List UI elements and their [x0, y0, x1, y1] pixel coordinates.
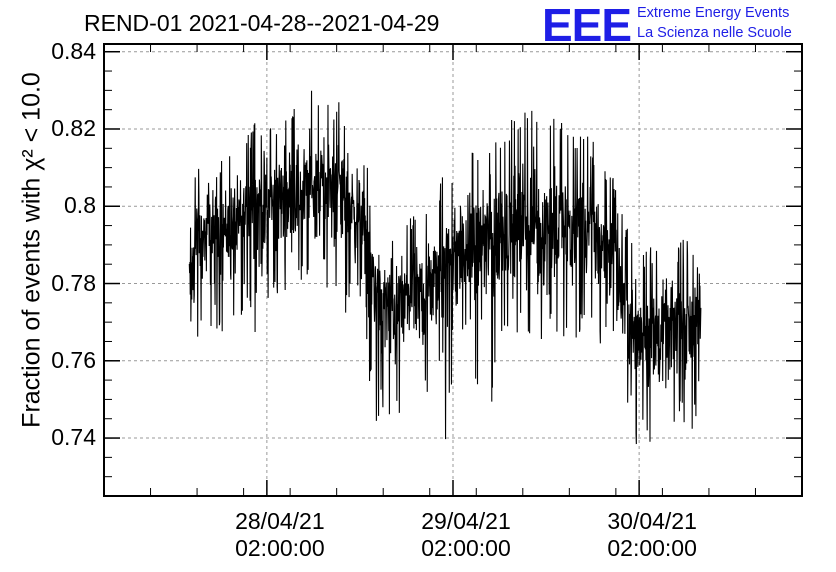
- series-trace: [188, 90, 702, 445]
- x-tick-label: 30/04/21 02:00:00: [587, 508, 717, 562]
- eee-logo-text: Extreme Energy Events La Scienza nelle S…: [637, 3, 792, 43]
- x-tick-time: 02:00:00: [607, 535, 697, 561]
- axis-ticks: [104, 44, 802, 496]
- x-tick-date: 28/04/21: [235, 508, 325, 534]
- chart-title: REND-01 2021-04-28--2021-04-29: [84, 10, 440, 36]
- logo-line-2: La Scienza nelle Scuole: [637, 25, 792, 41]
- y-tick-label: 0.78: [51, 269, 96, 296]
- y-tick-label: 0.82: [51, 114, 96, 141]
- x-tick-label: 28/04/21 02:00:00: [215, 508, 345, 562]
- y-tick-label: 0.84: [51, 37, 96, 64]
- x-tick-label: 29/04/21 02:00:00: [401, 508, 531, 562]
- y-tick-label: 0.8: [64, 192, 96, 219]
- y-tick-label: 0.74: [51, 424, 96, 451]
- x-tick-time: 02:00:00: [235, 535, 325, 561]
- logo-line-1: Extreme Energy Events: [637, 5, 790, 21]
- x-tick-date: 30/04/21: [607, 508, 697, 534]
- series-line: [188, 90, 702, 445]
- eee-logo: EEE: [542, 0, 632, 51]
- x-tick-date: 29/04/21: [421, 508, 511, 534]
- y-tick-label: 0.76: [51, 346, 96, 373]
- x-tick-time: 02:00:00: [421, 535, 511, 561]
